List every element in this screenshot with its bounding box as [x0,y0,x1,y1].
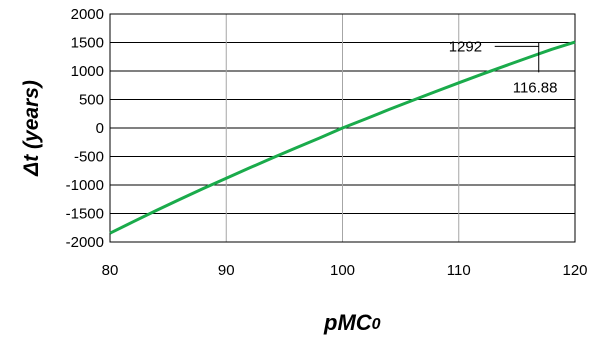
y-axis-title: Δt (years) [20,80,43,177]
y-tick-label: 500 [79,92,104,109]
x-tick-label: 110 [447,262,471,279]
x-tick-labels: 80 90 100 110 120 [102,262,588,279]
x-tick-label: 100 [330,262,355,279]
plot-area [109,13,576,243]
y-tick-label: -1500 [66,206,104,223]
annotation-x-value: 116.88 [513,79,558,96]
y-axis-title-unit: (years) [20,80,43,155]
x-tick-label: 120 [562,262,587,279]
x-axis-title: pMC0 [323,310,381,335]
y-axis-title-symbol: Δt [20,154,43,177]
y-tick-label: -2000 [66,234,104,251]
series-line [109,40,576,235]
x-axis-title-subscript: 0 [372,316,381,333]
series-layer [109,40,576,235]
x-tick-label: 90 [218,262,235,279]
y-tick-labels: -2000 -1500 -1000 -500 0 500 1000 1500 2000 [66,6,104,251]
y-tick-label: 0 [96,120,104,137]
y-tick-label: -500 [74,149,104,166]
x-axis-title-main: pMC [323,310,373,335]
y-tick-label: 1000 [71,63,104,80]
annotation-y-value: 1292 [449,38,482,55]
y-tick-label: -1000 [66,177,104,194]
y-tick-label: 2000 [71,6,104,23]
x-tick-label: 80 [102,262,119,279]
annotations: 1292 116.88 [449,38,558,96]
y-tick-label: 1500 [71,35,104,52]
